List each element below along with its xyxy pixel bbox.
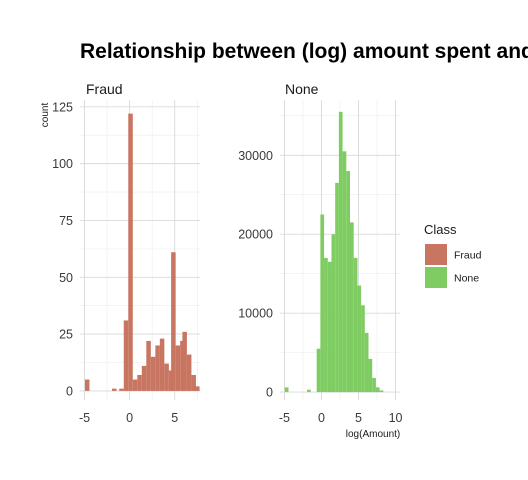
histogram-bar xyxy=(155,345,160,391)
y-tick-label: 0 xyxy=(66,384,73,398)
histogram-bar xyxy=(137,375,142,391)
histogram-bar xyxy=(119,388,124,391)
histogram-bar xyxy=(307,389,311,393)
y-tick-label: 25 xyxy=(59,328,73,342)
x-tick-label: 10 xyxy=(389,411,403,425)
x-tick-label: 5 xyxy=(171,411,178,425)
facet-label-none: None xyxy=(285,81,319,97)
legend-title: Class xyxy=(424,222,457,237)
x-tick-label: 0 xyxy=(126,411,133,425)
histogram-bar xyxy=(128,113,133,391)
histogram-bar xyxy=(159,338,165,391)
histogram-bar xyxy=(364,332,369,393)
panel-none: None -5 0 5 10 0 10000 20000 30000 xyxy=(238,81,402,425)
histogram-bar xyxy=(372,377,376,393)
histogram-bar xyxy=(182,331,187,391)
facet-label-fraud: Fraud xyxy=(86,81,123,97)
y-tick-label: 100 xyxy=(52,157,73,171)
histogram-bar xyxy=(146,340,151,391)
histogram-bar xyxy=(171,252,176,391)
legend-label-none: None xyxy=(454,273,479,285)
histogram-bar xyxy=(361,305,365,393)
chart-title: Relationship between (log) amount spent … xyxy=(80,40,528,63)
histogram-bar xyxy=(84,379,90,391)
histogram-bar xyxy=(123,320,129,391)
legend-label-fraud: Fraud xyxy=(454,250,482,262)
legend-swatch-none xyxy=(425,267,447,288)
x-tick-label: 0 xyxy=(318,411,325,425)
x-tick-label: -5 xyxy=(279,411,290,425)
histogram-bar xyxy=(350,222,354,393)
legend: Class Fraud None xyxy=(424,222,482,288)
histogram-bar xyxy=(195,386,200,391)
y-axis-label: count xyxy=(40,103,51,128)
histogram-bar xyxy=(368,358,373,393)
x-tick-label: 5 xyxy=(355,411,362,425)
y-tick-label: 50 xyxy=(59,271,73,285)
histogram-bar xyxy=(284,387,289,393)
histogram-bar xyxy=(357,285,362,393)
y-tick-label: 20000 xyxy=(238,228,273,242)
histogram-bar xyxy=(353,257,358,393)
histogram-bar xyxy=(320,214,325,393)
histogram-bar xyxy=(180,340,185,391)
y-tick-label: 30000 xyxy=(238,149,273,163)
histogram-bar xyxy=(335,182,339,393)
histogram-bar xyxy=(191,375,196,391)
y-tick-label: 125 xyxy=(52,100,73,114)
histogram-bar xyxy=(168,370,174,391)
histogram-bar xyxy=(346,171,350,393)
histogram-bar xyxy=(375,387,380,393)
histogram-bar xyxy=(324,257,328,393)
y-tick-label: 75 xyxy=(59,214,73,228)
histogram-bar xyxy=(132,379,138,391)
histogram-bar xyxy=(175,345,181,391)
legend-swatch-fraud xyxy=(425,244,447,265)
histogram-bar xyxy=(150,356,156,391)
histogram-bar xyxy=(112,388,117,391)
x-axis-label: log(Amount) xyxy=(346,429,400,440)
histogram-bar xyxy=(338,111,343,393)
x-tick-label: -5 xyxy=(79,411,90,425)
histogram-bar xyxy=(327,261,332,393)
histogram-bar xyxy=(342,151,347,393)
histogram-bar xyxy=(316,348,321,393)
histogram-bar xyxy=(141,365,147,391)
y-tick-label: 10000 xyxy=(238,307,273,321)
y-tick-label: 0 xyxy=(266,386,273,400)
histogram-bar xyxy=(164,363,169,391)
histogram-bar xyxy=(186,354,192,391)
histogram-bar xyxy=(379,390,384,393)
histogram-bar xyxy=(331,234,336,393)
